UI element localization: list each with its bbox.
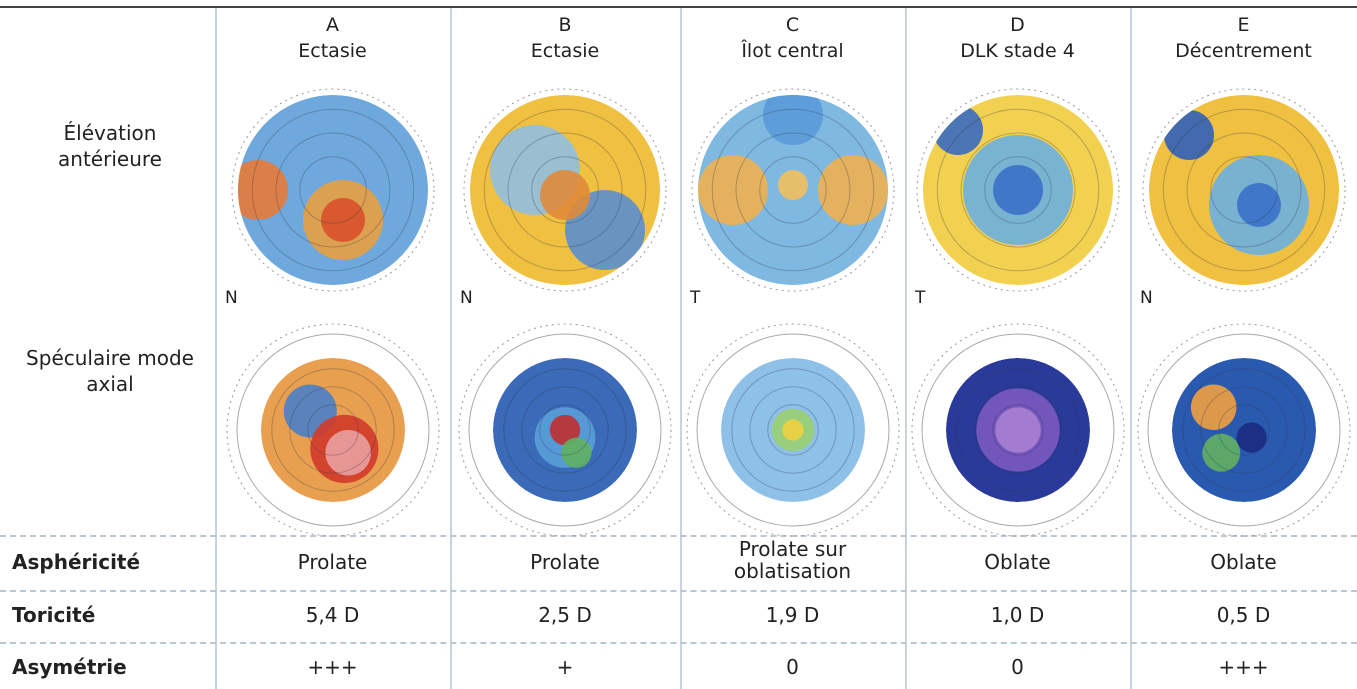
map-body — [493, 358, 637, 502]
table-cell: Prolate — [215, 551, 450, 573]
elevation-map — [688, 85, 898, 295]
map-body — [698, 85, 888, 285]
column-letter: D — [905, 14, 1130, 37]
table-cell: + — [450, 656, 680, 678]
column-separator — [215, 8, 217, 689]
table-cell: Oblate — [1130, 551, 1357, 573]
map-body — [261, 358, 405, 502]
map-zone — [540, 170, 590, 220]
map-body — [470, 95, 660, 285]
map-body — [946, 358, 1090, 502]
row-label: Spéculaire mode axial — [10, 345, 210, 397]
table-cell: 5,4 D — [215, 604, 450, 626]
map-zone — [321, 198, 365, 242]
map-zone — [1202, 434, 1240, 472]
map-zone — [1164, 110, 1214, 160]
top-rule — [0, 6, 1357, 8]
column-title: Décentrement — [1130, 40, 1357, 63]
table-cell: 2,5 D — [450, 604, 680, 626]
map-zone — [1236, 422, 1266, 452]
map-zone — [778, 170, 808, 200]
map-zone — [325, 430, 370, 475]
elevation-map — [460, 85, 670, 295]
table-cell: +++ — [215, 656, 450, 678]
column-letter: C — [680, 14, 905, 37]
row-separator — [0, 642, 1357, 644]
column-title: DLK stade 4 — [905, 40, 1130, 63]
specular-map — [1134, 320, 1354, 540]
map-zone — [1237, 183, 1281, 227]
specular-map — [455, 320, 675, 540]
column-letter: B — [450, 14, 680, 37]
map-body — [721, 358, 865, 502]
table-row-label: Asphéricité — [12, 550, 140, 574]
map-zone — [763, 85, 823, 145]
column-letter: E — [1130, 14, 1357, 37]
specular-map — [908, 320, 1128, 540]
table-cell: 0,5 D — [1130, 604, 1357, 626]
elevation-map — [1139, 85, 1349, 295]
table-row-label: Toricité — [12, 603, 95, 627]
table-cell: 0 — [680, 656, 905, 678]
specular-map — [683, 320, 903, 540]
elevation-map — [228, 85, 438, 295]
column-letter: A — [215, 14, 450, 37]
map-zone — [995, 407, 1040, 452]
row-label: Élévation antérieure — [10, 120, 210, 172]
map-zone — [228, 160, 288, 220]
map-body — [228, 95, 428, 285]
table-cell: Prolate sur oblatisation — [723, 538, 863, 582]
column-separator — [450, 8, 452, 689]
table-cell: 1,0 D — [905, 604, 1130, 626]
map-body — [923, 95, 1113, 285]
table-cell: Oblate — [905, 551, 1130, 573]
map-body — [1172, 358, 1316, 502]
table-cell: +++ — [1130, 656, 1357, 678]
figure-table: Élévation antérieure Spéculaire mode axi… — [0, 0, 1357, 689]
specular-map — [223, 320, 443, 540]
table-row-label: Asymétrie — [12, 655, 127, 679]
elevation-map — [913, 85, 1123, 295]
map-zone — [933, 105, 983, 155]
map-zone — [993, 165, 1043, 215]
map-body — [1149, 95, 1339, 285]
column-title: Ectasie — [215, 40, 450, 63]
map-zone — [1190, 385, 1235, 430]
map-zone — [818, 155, 888, 225]
table-cell: Prolate — [450, 551, 680, 573]
column-separator — [1130, 8, 1132, 689]
table-cell: 0 — [905, 656, 1130, 678]
row-separator — [0, 590, 1357, 592]
map-zone — [782, 419, 803, 440]
map-zone — [698, 155, 768, 225]
column-title: Ectasie — [450, 40, 680, 63]
column-title: Îlot central — [680, 40, 905, 63]
table-cell: 1,9 D — [680, 604, 905, 626]
